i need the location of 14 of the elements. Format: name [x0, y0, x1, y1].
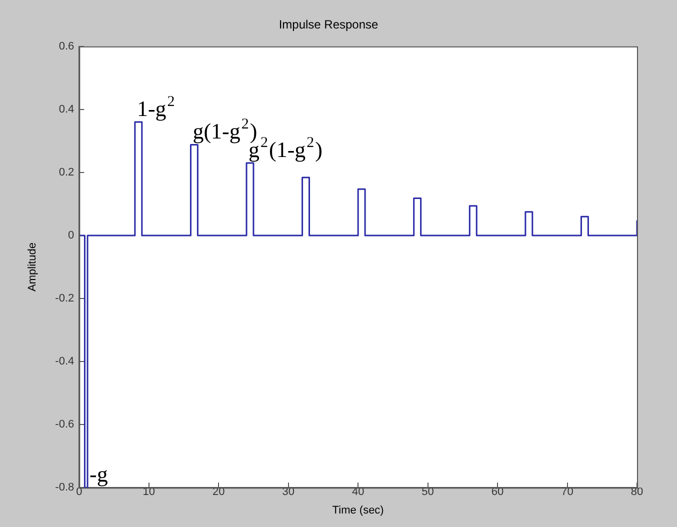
y-tick-label: -0.2	[55, 292, 74, 305]
y-tick-label: -0.6	[55, 418, 74, 431]
x-tick-label: 80	[630, 486, 644, 498]
y-tick-label: -0.8	[55, 482, 74, 494]
y-tick-label: 0.6	[58, 40, 74, 52]
y-axis-title: Amplitude	[26, 242, 39, 292]
annotation: -g	[90, 462, 108, 487]
y-tick-label: 0.2	[58, 166, 74, 178]
x-axis-title: Time (sec)	[332, 504, 384, 516]
y-tick-label: 0.4	[58, 103, 74, 116]
y-tick-label: -0.4	[55, 356, 74, 368]
y-tick-label: 0	[68, 230, 74, 242]
chart-title: Impulse Response	[278, 18, 379, 32]
x-tick-label: 50	[422, 486, 434, 498]
